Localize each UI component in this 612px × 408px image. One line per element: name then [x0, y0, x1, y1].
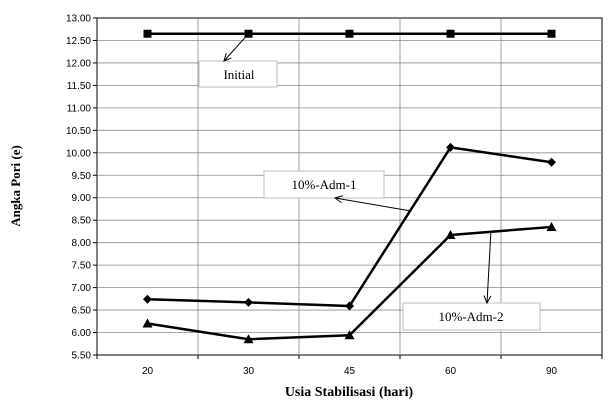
annotation-arrowhead	[223, 53, 232, 62]
gridlines	[97, 18, 602, 355]
data-point-diamond	[244, 297, 253, 307]
x-tick-label: 90	[546, 366, 558, 377]
data-point-diamond	[345, 301, 354, 311]
annotation-label: 10%-Adm-1	[292, 177, 357, 192]
y-tick-label: 7.00	[72, 283, 92, 294]
data-point-square	[345, 29, 354, 38]
x-tick-label: 45	[344, 366, 356, 377]
data-point-diamond	[547, 157, 556, 167]
y-tick-label: 9.50	[72, 171, 92, 182]
data-point-square	[143, 29, 152, 38]
data-point-triangle	[546, 221, 557, 231]
y-tick-label: 5.50	[72, 351, 92, 362]
y-tick-label: 11.50	[67, 81, 92, 92]
y-tick-label: 12.50	[66, 36, 91, 47]
x-tick-label: 30	[243, 366, 255, 377]
annotation-arrowhead	[333, 195, 343, 204]
x-tick-label: 20	[142, 366, 154, 377]
x-axis-title: Usia Stabilisasi (hari)	[285, 385, 414, 400]
data-point-triangle	[445, 230, 456, 240]
annotation-box	[402, 302, 541, 331]
data-point-diamond	[446, 142, 455, 152]
annotation-leader	[486, 231, 492, 304]
annotation-leader	[223, 33, 249, 62]
annotation-box	[263, 170, 385, 199]
y-tick-label: 10.00	[66, 148, 91, 159]
y-tick-label: 11.00	[67, 103, 92, 114]
y-tick-label: 6.00	[72, 328, 92, 339]
y-tick-label: 13.00	[66, 14, 91, 25]
x-axis-ticks: 20 30 45 60 90	[96, 355, 603, 377]
y-tick-label: 12.00	[66, 58, 91, 69]
series-layer	[142, 29, 557, 344]
data-point-diamond	[143, 294, 152, 304]
y-tick-label: 6.50	[72, 306, 92, 317]
data-point-triangle	[142, 318, 153, 328]
annotation-label: Initial	[223, 67, 254, 82]
y-tick-label: 8.50	[72, 216, 92, 227]
annotation-leader	[334, 197, 411, 212]
y-tick-label: 7.50	[72, 261, 92, 272]
y-tick-label: 8.00	[72, 238, 92, 249]
data-point-square	[547, 29, 556, 38]
y-tick-label: 9.00	[72, 193, 92, 204]
y-axis-title: Angka Pori (e)	[8, 145, 23, 227]
annotation-box	[198, 60, 278, 88]
data-point-triangle	[243, 334, 254, 344]
y-tick-label: 10.50	[66, 126, 91, 137]
annotation-label: 10%-Adm-2	[439, 309, 504, 324]
y-axis-ticks: 5.50 6.00 6.50 7.00 7.50 8.00 8.50 9.00 9.50 10.0…	[66, 14, 97, 362]
data-point-triangle	[344, 330, 355, 340]
x-tick-label: 60	[445, 366, 457, 377]
annotations-layer: Initial 10%-Adm-1 10%-Adm-2	[198, 33, 541, 331]
data-point-square	[446, 29, 455, 38]
annotation-arrowhead	[483, 295, 492, 305]
